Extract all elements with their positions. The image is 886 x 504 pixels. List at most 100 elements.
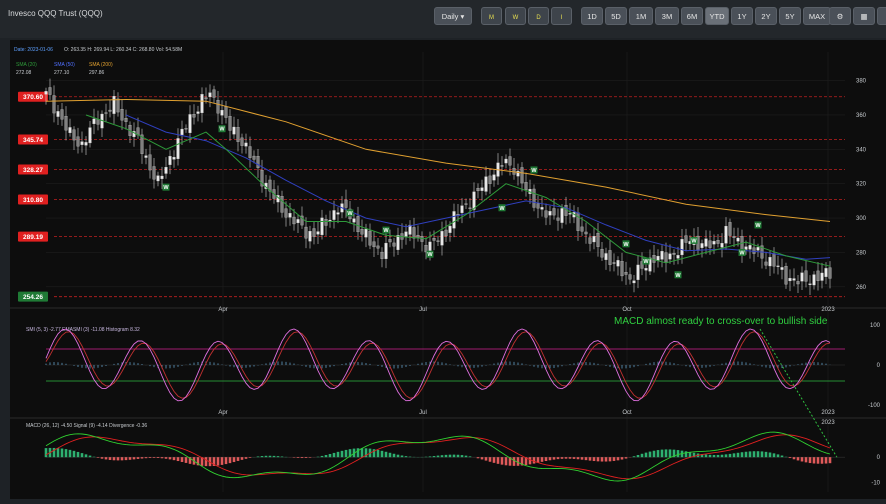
smi-x-tick-label: Oct xyxy=(622,410,632,416)
signal-marker-label: W xyxy=(739,250,745,256)
candle-body xyxy=(729,222,732,235)
candle-body xyxy=(361,229,364,234)
calculator-icon[interactable]: ▦ xyxy=(853,7,875,25)
period-button-max[interactable]: MAX xyxy=(803,7,831,25)
candle-body xyxy=(305,227,308,238)
macd-divergence-bar xyxy=(165,457,168,459)
candle-body xyxy=(173,157,176,159)
y-tick-label: 360 xyxy=(856,113,867,119)
macd-divergence-bar xyxy=(125,457,128,460)
candle-body xyxy=(81,142,84,145)
candle-body xyxy=(281,196,284,212)
signal-marker-label: W xyxy=(755,223,761,229)
signal-marker-label: W xyxy=(691,238,697,244)
candle-body xyxy=(681,239,684,255)
macd-divergence-bar xyxy=(117,457,120,460)
candle-body xyxy=(105,113,108,114)
candle-body xyxy=(121,109,124,120)
candle-body xyxy=(733,236,736,237)
candle-body xyxy=(145,156,148,158)
x-tick-label: Jul xyxy=(419,307,427,313)
period-button-6m[interactable]: 6M xyxy=(681,7,703,25)
candle-body xyxy=(621,261,624,276)
macd-divergence-bar xyxy=(577,457,580,459)
macd-divergence-bar xyxy=(333,453,336,457)
candle-body xyxy=(57,111,60,116)
candle-body xyxy=(665,253,668,263)
candle-body xyxy=(789,278,792,281)
macd-divergence-bar xyxy=(729,454,732,457)
candle-body xyxy=(237,127,240,141)
freq-button-m[interactable]: M xyxy=(481,7,502,25)
macd-divergence-bar xyxy=(321,456,324,457)
settings-gear-icon[interactable]: ⚙ xyxy=(829,7,851,25)
period-button-1y[interactable]: 1Y xyxy=(731,7,753,25)
freq-button-d[interactable]: D xyxy=(528,7,549,25)
macd-divergence-bar xyxy=(337,452,340,457)
candle-body xyxy=(49,87,52,94)
macd-divergence-bar xyxy=(625,457,628,458)
smi-y-tick: 100 xyxy=(870,323,881,329)
freq-button-w[interactable]: W xyxy=(505,7,526,25)
macd-divergence-bar xyxy=(85,454,88,457)
candle-body xyxy=(53,96,56,114)
macd-divergence-bar xyxy=(325,455,328,457)
period-button-1d[interactable]: 1D xyxy=(581,7,603,25)
legend-sma50-value: 277.10 xyxy=(54,70,70,76)
period-button-5d[interactable]: 5D xyxy=(605,7,627,25)
candle-body xyxy=(545,211,548,217)
candle-body xyxy=(225,107,228,118)
macd-divergence-bar xyxy=(217,457,220,465)
candle-body xyxy=(725,226,728,243)
freq-m-label: M xyxy=(489,15,494,21)
macd-divergence-bar xyxy=(813,457,816,463)
legend-sma200-value: 297.86 xyxy=(89,70,105,76)
candle-body xyxy=(177,138,180,158)
candle-body xyxy=(597,233,600,247)
macd-divergence-bar xyxy=(517,457,520,466)
macd-divergence-bar xyxy=(405,456,408,457)
macd-divergence-bar xyxy=(77,452,80,457)
period-button-1m[interactable]: 1M xyxy=(629,7,653,25)
smi-y-tick: -100 xyxy=(868,403,881,409)
macd-divergence-bar xyxy=(269,456,272,457)
macd-divergence-bar xyxy=(545,457,548,461)
macd-divergence-bar xyxy=(361,448,364,457)
macd-divergence-bar xyxy=(753,451,756,457)
overflow-icon[interactable] xyxy=(877,7,886,25)
chart-title: Invesco QQQ Trust (QQQ) xyxy=(8,9,103,18)
macd-divergence-bar xyxy=(357,448,360,457)
sma200-line xyxy=(46,100,830,222)
candle-body xyxy=(413,227,416,238)
macd-divergence-bar xyxy=(585,457,588,460)
period-button-2y[interactable]: 2Y xyxy=(755,7,777,25)
macd-divergence-bar xyxy=(69,450,72,457)
candle-body xyxy=(393,243,396,246)
period-button-3m[interactable]: 3M xyxy=(655,7,679,25)
freq-button-i[interactable]: I xyxy=(551,7,572,25)
level-label: 370.60 xyxy=(23,94,43,101)
candle-body xyxy=(701,243,704,247)
macd-divergence-bar xyxy=(449,455,452,458)
macd-divergence-bar xyxy=(649,452,652,458)
candle-body xyxy=(449,226,452,233)
candle-body xyxy=(809,284,812,285)
interval-dropdown[interactable]: Daily ▾ xyxy=(434,7,472,25)
period-button-5y[interactable]: 5Y xyxy=(779,7,801,25)
candle-body xyxy=(113,96,116,113)
macd-divergence-bar xyxy=(177,457,180,461)
candle-body xyxy=(569,213,572,214)
macd-divergence-bar xyxy=(573,457,576,459)
level-label: 289.19 xyxy=(23,234,43,241)
macd-divergence-bar xyxy=(305,457,308,458)
candle-body xyxy=(673,253,676,254)
candle-body xyxy=(337,213,340,215)
macd-divergence-bar xyxy=(561,457,564,459)
candle-body xyxy=(85,142,88,145)
macd-divergence-bar xyxy=(181,457,184,462)
period-button-ytd[interactable]: YTD xyxy=(705,7,729,25)
macd-divergence-bar xyxy=(249,457,252,458)
candle-body xyxy=(657,256,660,260)
candle-body xyxy=(325,219,328,225)
